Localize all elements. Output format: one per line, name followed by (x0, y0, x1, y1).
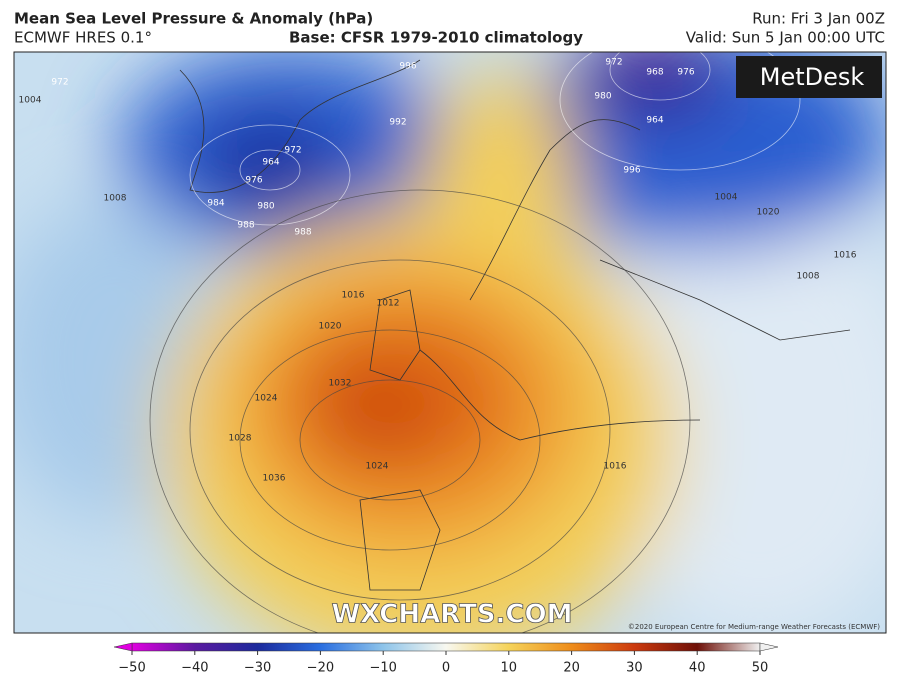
colorbar-tick-label: 40 (689, 661, 706, 676)
logo-box (736, 56, 882, 98)
isobar-label: 1032 (329, 379, 352, 389)
isobar-label: 968 (646, 68, 663, 78)
colorbar-gradient (131, 642, 761, 652)
colorbar-tick-label: −50 (118, 661, 145, 676)
colorbar-tick-label: −30 (244, 661, 271, 676)
isobar-label: 1008 (797, 272, 820, 282)
isobar-label: 972 (605, 58, 622, 68)
colorbar-tick-label: 10 (501, 661, 518, 676)
colorbar-tick-label: 20 (563, 661, 580, 676)
isobar-label: 992 (389, 118, 406, 128)
watermark: WXCHARTS.COM (331, 600, 572, 630)
isobar-label: 984 (207, 199, 224, 209)
isobar-label: 980 (594, 92, 611, 102)
valid: Valid: Sun 5 Jan 00:00 UTC (686, 29, 885, 47)
isobar-label: 1036 (263, 474, 286, 484)
isobar-label: 996 (399, 62, 416, 72)
colorbar-tick-label: −10 (369, 661, 396, 676)
map (14, 52, 886, 633)
isobar-label: 988 (294, 228, 311, 238)
isobar-label: 976 (677, 68, 694, 78)
isobar-label: 1016 (834, 251, 857, 261)
logo: MetDesk (760, 63, 865, 91)
copyright: ©2020 European Centre for Medium-range W… (628, 623, 880, 631)
isobar-label: 1020 (757, 208, 780, 218)
colorbar-end (759, 642, 779, 652)
isobar-label: 1028 (229, 434, 252, 444)
isobar-label: 996 (623, 166, 640, 176)
isobar-label: 1016 (604, 462, 627, 472)
colorbar-tick-label: 50 (752, 661, 769, 676)
isobar-label: 988 (237, 221, 254, 231)
model: ECMWF HRES 0.1° (14, 29, 152, 47)
colorbar-tick-label: 0 (442, 661, 450, 676)
colorbar-end (113, 642, 133, 652)
isobar-label: 972 (51, 78, 68, 88)
isobar-label: 1004 (715, 193, 738, 203)
isobar-label: 1024 (255, 394, 278, 404)
colorbar: −50 −40 −30 −20 −10 0 10 20 30 40 50 (113, 642, 779, 676)
colorbar-tick-label: −20 (307, 661, 334, 676)
isobar-label: 1004 (19, 96, 42, 106)
isobar-label: 976 (245, 176, 262, 186)
title: Mean Sea Level Pressure & Anomaly (hPa) (14, 10, 373, 28)
colorbar-tick-label: −40 (181, 661, 208, 676)
isobar-label: 964 (646, 116, 663, 126)
isobar-label: 964 (262, 158, 279, 168)
run: Run: Fri 3 Jan 00Z (752, 10, 885, 28)
base: Base: CFSR 1979-2010 climatology (289, 29, 583, 47)
isobar-label: 980 (257, 202, 274, 212)
isobar-label: 1008 (104, 194, 127, 204)
isobar-label: 972 (284, 146, 301, 156)
colorbar-tick-label: 30 (626, 661, 643, 676)
isobar-label: 1012 (377, 299, 400, 309)
isobar-label: 1020 (319, 322, 342, 332)
isobar-label: 1016 (342, 291, 365, 301)
map-frame (13, 51, 887, 634)
isobar-label: 1024 (366, 462, 389, 472)
